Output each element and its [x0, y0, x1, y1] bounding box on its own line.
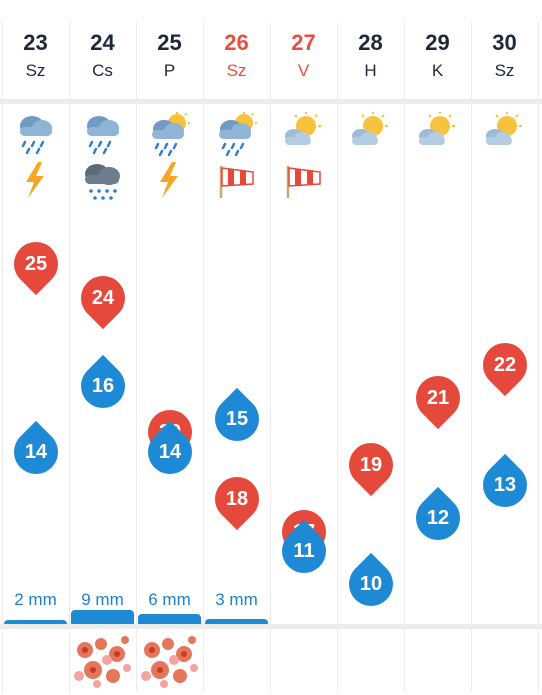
high-temp-marker: 22 [473, 333, 537, 396]
precip-amount: 2 mm [14, 590, 57, 609]
day-name: Sz [226, 61, 247, 80]
day-name: P [163, 61, 176, 80]
windsock-icon [213, 160, 259, 205]
day-name: Cs [92, 61, 113, 80]
low-temp-value: 12 [426, 507, 450, 529]
cloud-rain-icon [12, 112, 58, 161]
day-number: 30 [492, 30, 517, 55]
column-divider [337, 22, 338, 692]
high-temp-marker: 21 [406, 366, 470, 430]
low-temp-value: 15 [225, 408, 249, 430]
precip-amount: 9 mm [81, 590, 124, 609]
sun-cloud-rain-icon [146, 112, 192, 161]
high-temp-marker: 19 [339, 433, 403, 497]
high-temp-value: 19 [359, 454, 383, 476]
day-name: K [431, 61, 444, 80]
cloud-rain-icon [79, 112, 125, 161]
day-number: 24 [90, 30, 115, 55]
high-temp-value: 21 [426, 387, 450, 409]
sun-cloud-icon [347, 112, 393, 153]
day-number: 25 [157, 30, 182, 55]
column-divider [69, 22, 70, 692]
low-temp-marker: 16 [71, 354, 135, 418]
day-number: 28 [358, 30, 383, 55]
header-divider [0, 99, 542, 104]
day-name: Sz [25, 61, 46, 80]
low-temp-value: 10 [359, 573, 383, 595]
low-temp-marker: 14 [4, 420, 68, 484]
high-temp-marker: 25 [4, 232, 68, 296]
day-header[interactable]: 23 Sz [2, 30, 69, 84]
windsock-icon [280, 160, 326, 205]
low-temp-value: 14 [158, 441, 182, 463]
column-divider [471, 22, 472, 692]
high-temp-value: 24 [91, 286, 115, 309]
day-name: Sz [494, 61, 515, 80]
high-temp-marker: 18 [205, 467, 269, 530]
high-temp-value: 18 [225, 487, 249, 510]
low-temp-value: 14 [24, 441, 48, 463]
day-number: 29 [425, 30, 450, 55]
column-divider [404, 22, 405, 692]
lightning-icon [146, 160, 192, 205]
day-number: 26 [224, 30, 249, 55]
sun-cloud-icon [414, 112, 460, 153]
precip-bar [4, 620, 67, 624]
low-temp-marker: 15 [205, 387, 269, 451]
sun-cloud-rain-icon [213, 112, 259, 161]
precip-bar [205, 619, 268, 624]
day-header[interactable]: 24 Cs [69, 30, 136, 84]
high-temp-marker: 24 [71, 266, 135, 329]
pollen-icon [138, 632, 200, 690]
sun-cloud-icon [280, 112, 326, 153]
high-temp-value: 22 [493, 353, 517, 376]
precip-bar [138, 614, 201, 624]
day-header[interactable]: 28 H [337, 30, 404, 84]
column-divider [136, 22, 137, 692]
day-header[interactable]: 29 K [404, 30, 471, 84]
day-header[interactable]: 30 Sz [471, 30, 538, 84]
lightning-icon [12, 160, 58, 205]
low-temp-marker: 11 [272, 519, 336, 583]
day-name: V [297, 61, 310, 80]
dark-cloud-rain-icon [79, 160, 125, 209]
low-temp-marker: 10 [339, 552, 403, 616]
precip-amount: 6 mm [148, 590, 191, 609]
precip-divider [0, 624, 542, 629]
column-divider [270, 22, 271, 692]
column-divider [2, 22, 3, 692]
low-temp-value: 13 [493, 474, 517, 496]
day-header[interactable]: 25 P [136, 30, 203, 84]
pollen-icon [71, 632, 133, 690]
high-temp-value: 25 [24, 253, 48, 275]
precip-amount: 3 mm [215, 590, 258, 609]
day-header[interactable]: 26 Sz [203, 30, 270, 84]
column-divider [203, 22, 204, 692]
low-temp-value: 11 [293, 540, 315, 562]
day-number: 23 [23, 30, 48, 55]
low-temp-marker: 12 [406, 486, 470, 550]
day-name: H [364, 61, 377, 80]
day-header[interactable]: 27 V [270, 30, 337, 84]
sun-cloud-icon [481, 112, 527, 153]
day-number: 27 [291, 30, 316, 55]
low-temp-marker: 14 [138, 420, 202, 484]
precip-bar [71, 610, 134, 624]
low-temp-marker: 13 [473, 453, 537, 517]
low-temp-value: 16 [91, 375, 115, 397]
column-divider [538, 22, 539, 692]
